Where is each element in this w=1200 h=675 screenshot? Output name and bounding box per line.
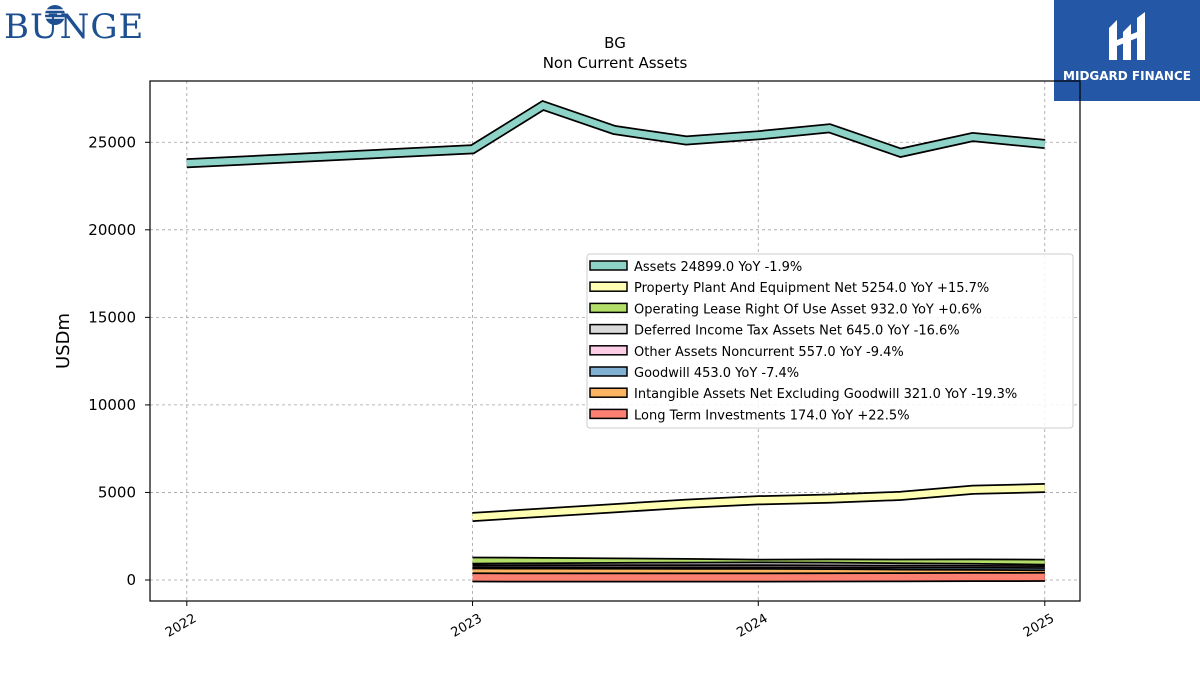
legend-label: Property Plant And Equipment Net 5254.0 … [634, 281, 989, 296]
legend-label: Intangible Assets Net Excluding Goodwill… [634, 387, 1017, 402]
y-axis-label: USDm [53, 313, 74, 369]
series-line [186, 101, 1046, 167]
legend-swatch [589, 345, 628, 356]
chart-subtitle: Non Current Assets [543, 54, 688, 72]
legend-label: Long Term Investments 174.0 YoY +22.5% [634, 408, 910, 423]
x-tick-label: 2024 [734, 611, 770, 641]
legend-swatch [589, 408, 628, 420]
legend-swatch [589, 387, 628, 398]
bunge-logo: BUNGE [4, 4, 174, 46]
series-line [472, 573, 1045, 581]
series-group [186, 99, 1046, 583]
midgard-logo-text: MIDGARD FINANCE [1063, 69, 1191, 83]
midgard-emblem-icon [1109, 12, 1145, 60]
legend-label: Deferred Income Tax Assets Net 645.0 YoY… [634, 324, 960, 339]
x-tick-label: 2025 [1021, 611, 1057, 641]
y-tick-label: 5000 [98, 483, 136, 501]
legend-label: Operating Lease Right Of Use Asset 932.0… [634, 302, 982, 317]
legend-label: Goodwill 453.0 YoY -7.4% [634, 366, 799, 381]
legend: Assets 24899.0 YoY -1.9% Property Plant A… [586, 253, 1074, 429]
legend-label: Other Assets Noncurrent 557.0 YoY -9.4% [634, 345, 904, 360]
y-tick-label: 10000 [88, 396, 136, 414]
y-tick-label: 15000 [88, 308, 136, 326]
x-tick-label: 2023 [449, 611, 485, 641]
plot-frame [149, 80, 1081, 602]
legend-swatch [589, 260, 628, 271]
y-tick-label: 20000 [88, 221, 136, 239]
x-tick-label: 2022 [163, 611, 199, 641]
legend-label: Assets 24899.0 YoY -1.9% [634, 260, 802, 275]
legend-swatch [589, 281, 628, 292]
chart-title: BG [604, 34, 626, 52]
y-tick-label: 25000 [88, 133, 136, 151]
midgard-finance-logo: MIDGARD FINANCE [1054, 0, 1200, 101]
legend-swatch [589, 323, 628, 335]
legend-box [586, 253, 1074, 429]
bunge-logo-text: BUNGE [4, 7, 145, 47]
legend-swatch [589, 366, 628, 377]
bunge-globe-icon [45, 5, 65, 25]
y-tick-label: 0 [126, 571, 136, 589]
legend-swatch [589, 302, 628, 314]
series-line [472, 484, 1045, 521]
